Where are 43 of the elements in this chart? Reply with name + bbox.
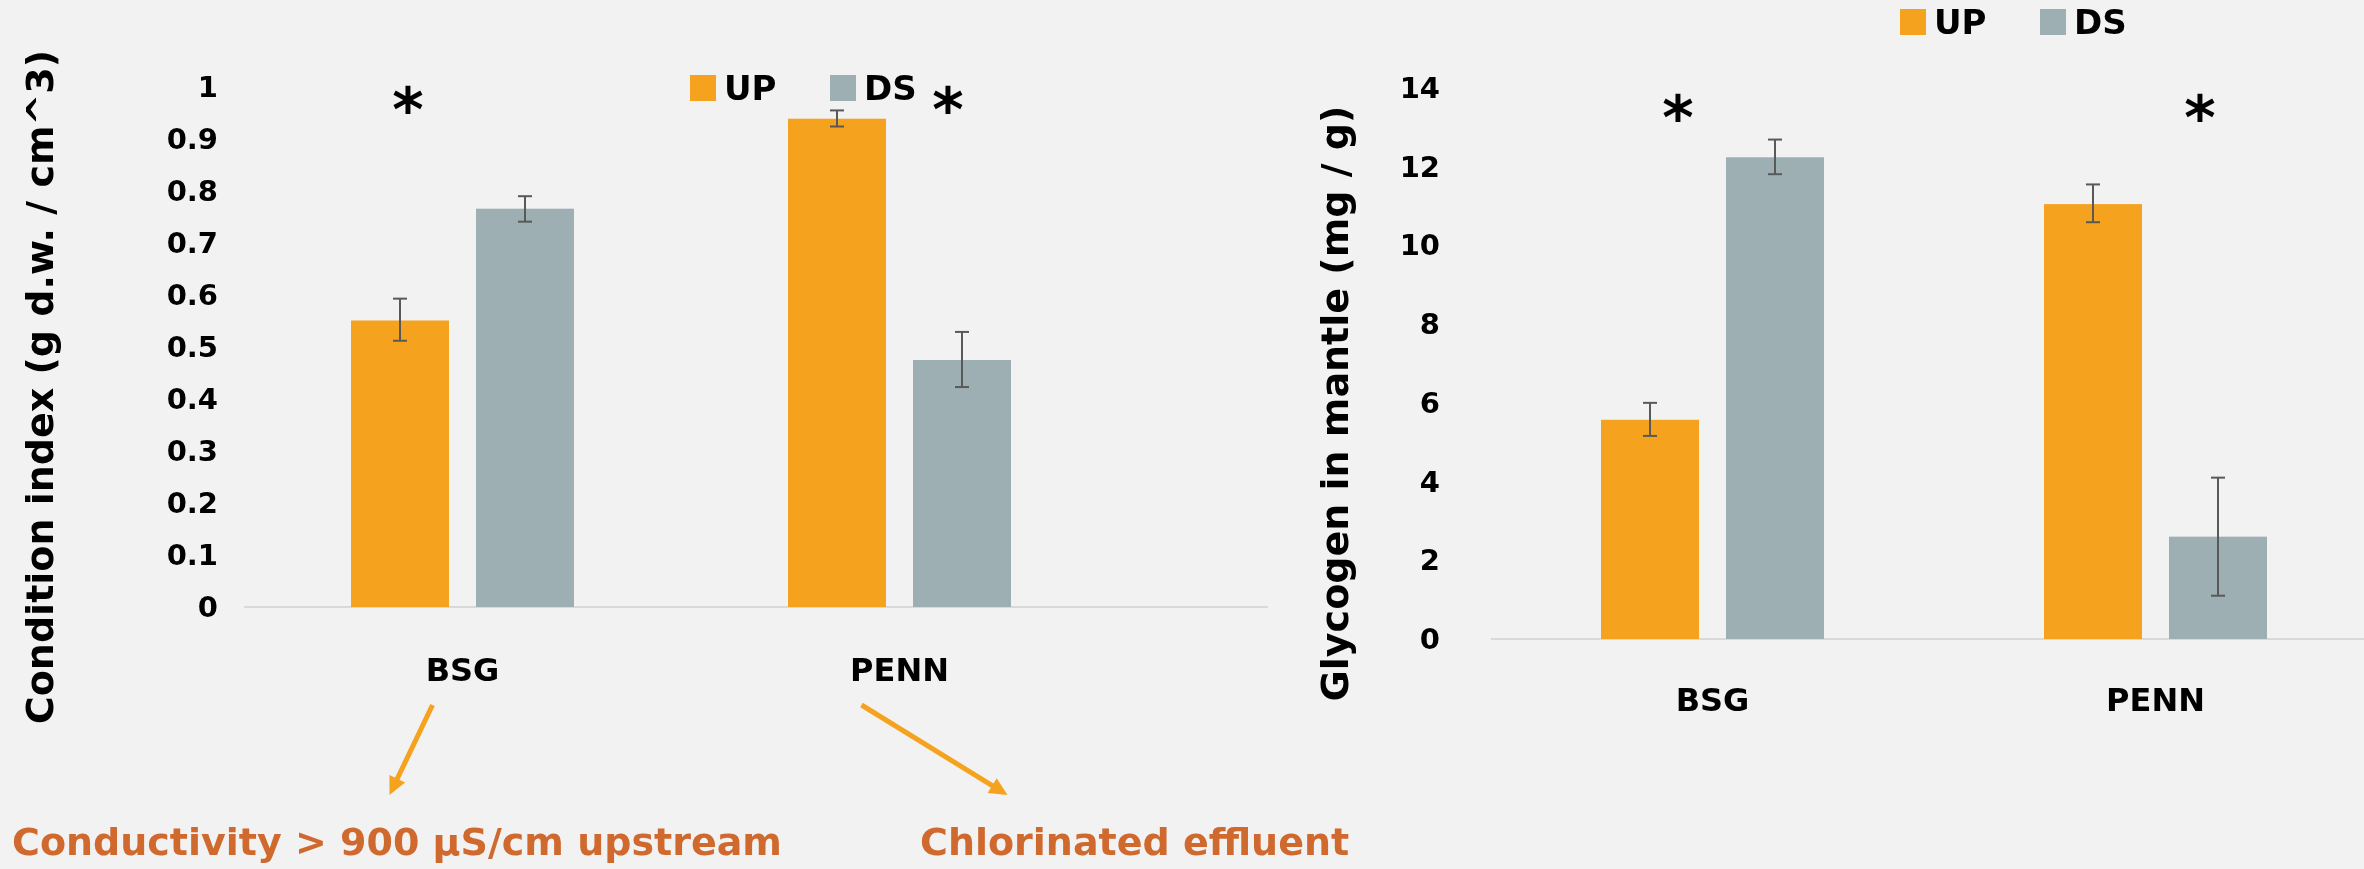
bar — [1726, 157, 1824, 639]
y-axis-title: Condition index (g d.w. / cm^3) — [18, 49, 62, 725]
bar — [2169, 536, 2267, 639]
bar — [351, 320, 449, 607]
y-tick-label: 0.5 — [166, 330, 218, 364]
y-tick-label: 6 — [1419, 385, 1440, 420]
y-tick-label: 0.1 — [166, 538, 218, 572]
y-tick-label: 0.8 — [166, 174, 218, 208]
y-axis-title: Glycogen in mantle (mg / g) — [1313, 105, 1357, 702]
y-tick-label: 1 — [197, 70, 218, 104]
bar — [913, 360, 1011, 607]
y-tick-label: 0.2 — [166, 486, 218, 520]
y-tick-label: 8 — [1419, 307, 1440, 342]
y-tick-label: 0.6 — [166, 278, 218, 312]
text: Conductivity > 900 μS/cm upstream — [12, 820, 782, 864]
annotation: * — [392, 75, 424, 145]
y-tick-label: 14 — [1399, 71, 1440, 105]
text: Chlorinated effluent — [920, 820, 1350, 864]
legend-label: DS — [2074, 2, 2127, 42]
x-tick-label: PENN — [850, 651, 949, 689]
legend-label: UP — [1934, 2, 1987, 42]
bar — [1601, 419, 1699, 639]
y-tick-label: 4 — [1419, 464, 1440, 499]
y-tick-label: 0.9 — [166, 122, 218, 156]
legend-label: UP — [724, 68, 777, 108]
y-tick-label: 0 — [197, 590, 218, 624]
x-tick-label: PENN — [2106, 681, 2205, 719]
y-tick-label: 0.3 — [166, 434, 218, 468]
x-tick-label: BSG — [1675, 681, 1750, 719]
bar — [2044, 204, 2142, 639]
y-tick-label: 0.4 — [166, 382, 218, 416]
annotation: * — [2184, 83, 2216, 153]
annotation: * — [1662, 83, 1694, 153]
y-tick-label: 10 — [1399, 228, 1440, 263]
y-tick-label: 0.7 — [166, 226, 218, 260]
y-tick-label: 12 — [1399, 149, 1440, 184]
legend-label: DS — [864, 68, 917, 108]
x-tick-label: BSG — [425, 651, 500, 689]
y-tick-label: 2 — [1419, 543, 1440, 578]
annotation: * — [932, 75, 964, 145]
bar — [788, 118, 886, 607]
bar — [476, 208, 574, 607]
y-tick-label: 0 — [1419, 622, 1440, 656]
